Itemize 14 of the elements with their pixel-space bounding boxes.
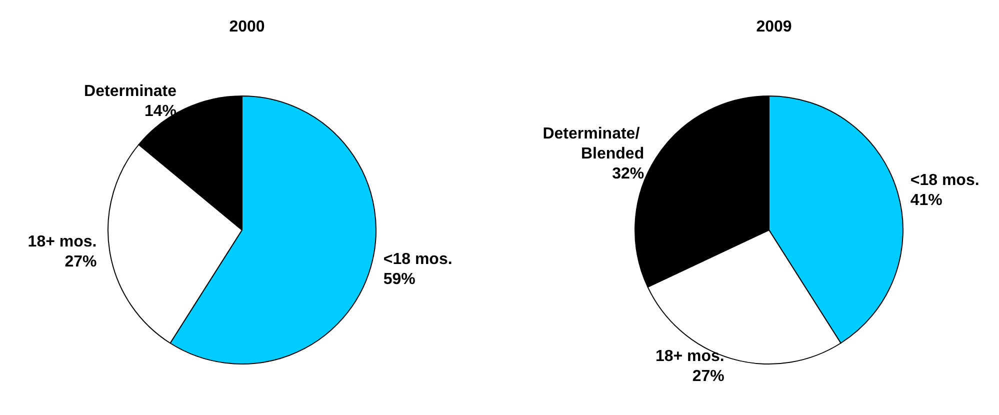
chart-title: 2000 — [229, 18, 265, 36]
slice-label: 18+ mos. — [28, 234, 97, 251]
slice-label: Determinate/ Blended — [542, 125, 644, 162]
data-label: 32% — [612, 165, 644, 182]
data-label: 59% — [383, 271, 416, 288]
slice-label: <18 mos. — [910, 172, 980, 189]
data-label: 27% — [692, 368, 724, 385]
chart-title: 2009 — [756, 18, 792, 36]
data-label: 27% — [64, 254, 97, 271]
data-label: 41% — [910, 192, 942, 209]
slice-label: <18 mos. — [383, 251, 452, 268]
data-label: 14% — [144, 103, 177, 120]
slice-label: 18+ mos. — [655, 348, 724, 365]
slice-label: Determinate — [84, 83, 177, 100]
